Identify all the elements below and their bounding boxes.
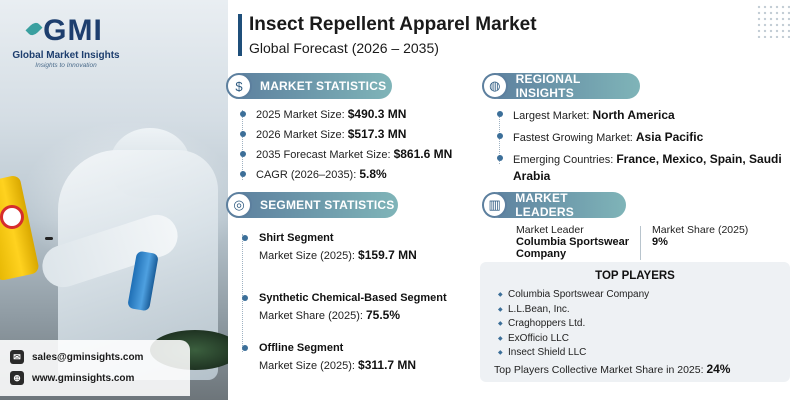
segment-value: Market Size (2025): $311.7 MN (259, 358, 417, 372)
contact-website[interactable]: ⊕ www.gminsights.com (10, 371, 134, 385)
top-players-heading: TOP PLAYERS (595, 270, 675, 282)
player-item: Columbia Sportswear Company (498, 288, 649, 303)
stats-connector-line (242, 110, 243, 180)
segment-shirt: Shirt Segment Market Size (2025): $159.7… (242, 232, 417, 262)
email-icon: ✉ (10, 350, 24, 364)
stat-2025-size: 2025 Market Size: $490.3 MN (240, 104, 452, 124)
market-share-block: Market Share (2025) 9% (652, 224, 748, 248)
segment-title: Synthetic Chemical-Based Segment (242, 292, 447, 304)
website-text: www.gminsights.com (32, 372, 135, 384)
market-leaders-header: ▥ MARKET LEADERS (482, 191, 626, 219)
emerging-countries: Emerging Countries: France, Mexico, Spai… (497, 148, 787, 185)
chart-bars-icon: ▥ (482, 192, 508, 218)
player-item: Insect Shield LLC (498, 346, 649, 361)
leader-divider (640, 226, 641, 260)
no-mosquito-sign-icon (0, 205, 24, 229)
segment-title: Offline Segment (241, 342, 416, 354)
stat-2026-size: 2026 Market Size: $517.3 MN (240, 124, 452, 144)
player-item: ExOfficio LLC (498, 332, 649, 347)
market-statistics-header: $ MARKET STATISTICS (226, 73, 392, 99)
contact-email[interactable]: ✉ sales@gminsights.com (10, 350, 143, 364)
player-item: L.L.Bean, Inc. (498, 303, 649, 318)
segment-synthetic-chemical: Synthetic Chemical-Based Segment Market … (242, 292, 447, 322)
page-title: Insect Repellent Apparel Market (249, 14, 537, 35)
fastest-growing-market: Fastest Growing Market: Asia Pacific (497, 126, 787, 148)
globe-dollar-icon: $ (226, 73, 252, 99)
stat-cagr: CAGR (2026–2035): 5.8% (240, 164, 452, 184)
segment-value: Market Size (2025): $159.7 MN (259, 248, 417, 262)
title-accent-bar (238, 14, 242, 56)
company-logo[interactable]: GMI Global Market Insights Insights to I… (6, 14, 126, 70)
market-statistics-list: 2025 Market Size: $490.3 MN 2026 Market … (240, 104, 452, 184)
market-leader-label: Market Leader (516, 224, 584, 236)
page-subtitle: Global Forecast (2026 – 2035) (249, 40, 439, 56)
segment-value: Market Share (2025): 75.5% (259, 308, 401, 322)
segment-offline: Offline Segment Market Size (2025): $311… (241, 342, 417, 372)
regional-insights-heading: REGIONAL INSIGHTS (515, 72, 581, 100)
contact-panel (0, 340, 190, 396)
segment-statistics-heading: SEGMENT STATISTICS (260, 198, 395, 212)
largest-market: Largest Market: North America (497, 104, 787, 126)
market-leader-name: Columbia Sportswear Company (516, 236, 630, 260)
target-icon: ◎ (226, 192, 252, 218)
globe-icon: ◍ (482, 73, 508, 99)
regional-insights-header: ◍ REGIONAL INSIGHTS (482, 72, 640, 100)
market-statistics-heading: MARKET STATISTICS (260, 79, 387, 93)
market-share-value: 9% (652, 236, 668, 248)
market-leader-block: Market Leader Columbia Sportswear Compan… (516, 224, 636, 260)
email-text: sales@gminsights.com (32, 351, 144, 363)
market-leaders-heading: MARKET LEADERS (515, 191, 574, 219)
stat-2035-forecast: 2035 Forecast Market Size: $861.6 MN (240, 144, 452, 164)
logo-mark: GMI (25, 14, 103, 47)
company-name: Global Market Insights (12, 50, 120, 61)
regional-insights-list: Largest Market: North America Fastest Gr… (497, 104, 787, 185)
player-item: Craghoppers Ltd. (498, 317, 649, 332)
segment-connector-line (242, 234, 243, 352)
company-tagline: Insights to Innovation (35, 62, 97, 69)
segment-statistics-header: ◎ SEGMENT STATISTICS (226, 192, 398, 218)
decorative-dots (756, 4, 790, 38)
collective-share: Top Players Collective Market Share in 2… (494, 362, 731, 376)
top-players-panel: TOP PLAYERS Columbia Sportswear Company … (480, 262, 790, 382)
logo-leaf-icon (25, 20, 43, 38)
mosquito-icon (40, 232, 58, 246)
segment-title: Shirt Segment (242, 232, 417, 244)
logo-text: GMI (43, 14, 103, 47)
globe-icon: ⊕ (10, 371, 24, 385)
market-share-label: Market Share (2025) (652, 224, 749, 236)
hero-photo (0, 0, 228, 400)
top-players-list: Columbia Sportswear Company L.L.Bean, In… (498, 288, 649, 361)
